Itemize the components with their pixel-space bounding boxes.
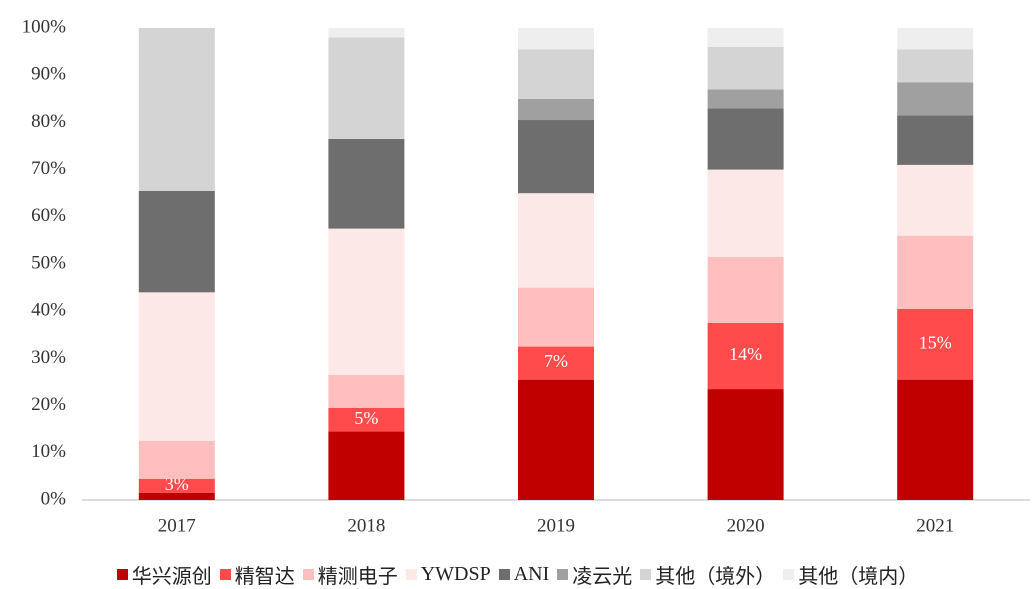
- y-tick-label: 30%: [31, 347, 66, 368]
- bar-segment: [328, 138, 405, 229]
- bar-segment: [328, 37, 405, 139]
- legend-item: 华兴源创: [116, 560, 212, 589]
- x-tick-label: 2017: [158, 515, 196, 536]
- value-label: 15%: [919, 332, 952, 352]
- bar-segment: [518, 379, 594, 500]
- bar-segment: [138, 190, 215, 293]
- bar-segment: [518, 346, 594, 380]
- bar-segment: [328, 28, 405, 38]
- bar-segment: [707, 89, 784, 109]
- x-tick-label: 2018: [347, 515, 385, 536]
- legend-item: 精智达: [219, 560, 295, 589]
- legend-label: 精智达: [234, 566, 295, 588]
- y-tick-label: 10%: [31, 441, 66, 462]
- bar-segment: [328, 228, 405, 375]
- legend-item: YWDSP: [405, 560, 491, 589]
- bar-segment: [138, 492, 215, 500]
- bar-segment: [518, 193, 594, 288]
- y-tick-label: 20%: [31, 394, 66, 415]
- y-tick-label: 80%: [31, 111, 66, 132]
- legend-swatch: [640, 569, 652, 580]
- legend-item: 其他（境内）: [783, 560, 918, 589]
- legend-swatch: [557, 569, 569, 580]
- bar-segment: [707, 323, 784, 390]
- bar-segment: [518, 287, 594, 347]
- y-tick-label: 100%: [22, 16, 67, 37]
- bar-segment: [707, 46, 784, 90]
- legend-item: 凌云光: [557, 560, 632, 589]
- legend-label: 其他（境内）: [798, 566, 919, 588]
- legend-swatch: [116, 569, 128, 580]
- legend-item: ANI: [498, 560, 550, 589]
- bar-segment: [518, 49, 594, 99]
- bar-segment: [138, 28, 215, 191]
- x-tick-label: 2019: [537, 515, 575, 536]
- legend-swatch: [302, 569, 314, 580]
- bar-segment: [518, 28, 594, 50]
- value-label: 5%: [354, 408, 378, 428]
- bar-segment: [138, 292, 215, 441]
- bar-segment: [328, 431, 405, 500]
- legend-swatch: [405, 569, 417, 580]
- legend-label: 精测电子: [317, 566, 398, 588]
- y-tick-label: 0%: [41, 488, 67, 509]
- bar-segment: [707, 108, 784, 170]
- bar-segment: [707, 28, 784, 47]
- bar-segment: [897, 28, 974, 50]
- y-tick-label: 70%: [31, 158, 66, 179]
- y-tick-label: 50%: [31, 252, 66, 273]
- bar-segment: [897, 115, 974, 165]
- y-tick-label: 90%: [31, 64, 66, 85]
- bar-segment: [138, 478, 215, 493]
- bar-segment: [518, 120, 594, 194]
- x-tick-label: 2021: [916, 515, 954, 536]
- legend: 华兴源创 精智达 精测电子 YWDSP ANI 凌云光 其他（境外） 其他（境内）: [0, 560, 1035, 589]
- legend-label: ANI: [513, 563, 550, 585]
- bar-segment: [138, 441, 215, 479]
- legend-swatch: [783, 569, 795, 580]
- y-tick-label: 40%: [31, 300, 66, 321]
- bar-segment: [707, 256, 784, 323]
- value-label: 14%: [729, 344, 762, 364]
- legend-label: YWDSP: [420, 563, 491, 585]
- bar-segment: [897, 235, 974, 309]
- bar-segment: [328, 374, 405, 408]
- bar-segment: [707, 169, 784, 257]
- bar-segment: [518, 98, 594, 121]
- bar-segment: [897, 82, 974, 116]
- bar-segment: [897, 164, 974, 236]
- legend-swatch: [498, 569, 510, 580]
- value-label: 7%: [544, 351, 568, 371]
- legend-label: 其他（境外）: [655, 566, 776, 588]
- y-tick-label: 60%: [31, 205, 66, 226]
- bar-segment: [897, 379, 974, 500]
- legend-item: 其他（境外）: [640, 560, 775, 589]
- bar-segment: [897, 308, 974, 380]
- x-tick-label: 2020: [727, 515, 765, 536]
- legend-item: 精测电子: [302, 560, 398, 589]
- bar-segment: [707, 389, 784, 500]
- legend-label: 华兴源创: [131, 566, 212, 588]
- legend-swatch: [219, 569, 231, 580]
- bar-segment: [897, 49, 974, 83]
- bar-segment: [328, 407, 405, 432]
- value-label: 3%: [165, 474, 189, 494]
- legend-label: 凌云光: [572, 566, 633, 588]
